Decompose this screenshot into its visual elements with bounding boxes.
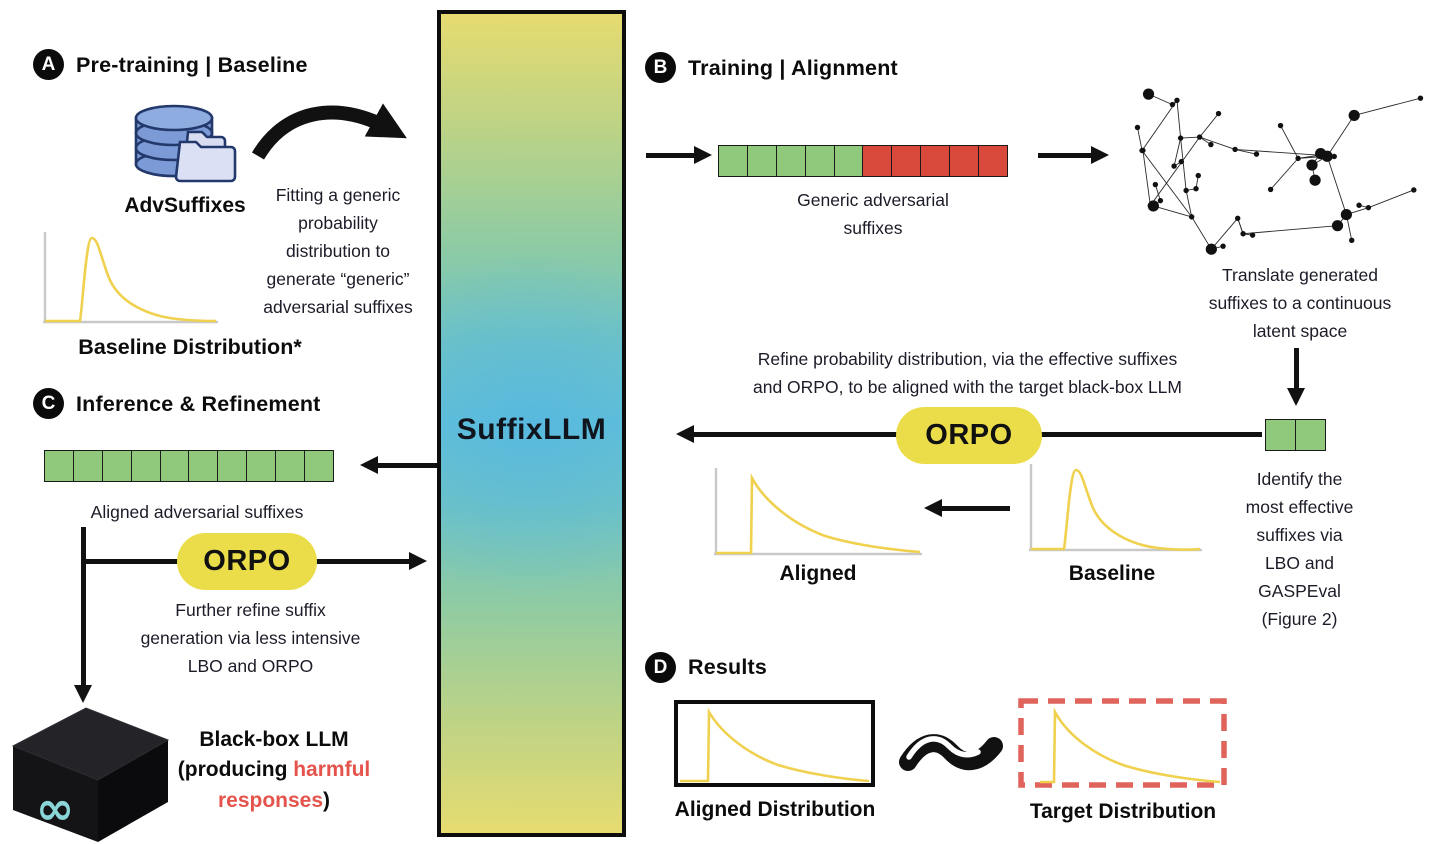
arrow-latent-down [1294,348,1299,390]
suffix-token-red [862,145,893,177]
suffix-token-green [73,450,104,482]
target-distribution-label: Target Distribution [1029,800,1217,823]
baseline-distribution-label: Baseline Distribution* [78,335,302,359]
arrow-column-to-generic [646,153,696,158]
similar-to-squiggle [899,734,1003,771]
further-refine-text: Further refine suffix generation via les… [140,600,361,676]
aligned-chart-label: Aligned [779,562,857,585]
section-d-title: Results [688,655,768,679]
generic-suffix-label: Generic adversarial suffixes [797,190,949,238]
suffix-token-red [948,145,980,177]
arrow-column-to-aligned-row [376,463,437,468]
suffix-token-green [44,450,75,482]
blackbox-line2: (producing harmful [177,758,371,782]
badge-d: D [645,652,676,683]
blackbox-llm-cube: ∞ [11,707,170,842]
c-vertical-head [74,685,92,703]
suffix-token-red [977,145,1009,177]
section-a-title: Pre-training | Baseline [76,53,308,77]
meta-infinity-logo: ∞ [36,781,74,835]
blackbox-line3: responses) [217,788,331,812]
latent-text: Translate generated suffixes to a contin… [1208,265,1392,341]
aligned-small-chart [714,468,922,556]
section-b-title: Training | Alignment [688,56,898,80]
suffix-token-green [130,450,162,482]
target-distribution-box [1018,698,1227,788]
baseline-distribution-chart [43,232,218,324]
suffix-token-green [159,450,191,482]
aligned-suffix-label: Aligned adversarial suffixes [90,502,304,522]
suffix-token-green [775,145,807,177]
suffix-token-green [101,450,133,482]
c-vertical-line [81,527,86,687]
orpo-c-head [409,552,427,570]
suffix-token-green [217,450,248,482]
arrow-column-to-generic-head [694,145,712,164]
orpo-b-head [676,425,694,443]
advsuffixes-database-icon [134,104,237,183]
section-c-title: Inference & Refinement [76,392,321,416]
fit-curved-arrow [251,103,407,160]
generic-suffix-row [718,145,1009,177]
suffix-token-green [274,450,306,482]
aligned-suffix-row [44,450,335,482]
effective-suffix-tokens [1265,419,1326,451]
suffix-token-green [1294,419,1326,451]
baseline-small-chart [1029,464,1202,552]
orpo-c-pill: ORPO [177,533,317,590]
fit-text: Fitting a generic probability distributi… [263,185,413,317]
arrow-latent-down-head [1287,388,1305,406]
suffix-token-red [920,145,951,177]
arrow-generic-to-latent [1038,153,1093,158]
suffix-token-green [188,450,219,482]
responses-text: responses [217,788,324,812]
arrow-baseline-to-aligned [940,506,1010,511]
badge-b: B [645,52,676,83]
suffixllm-label: SuffixLLM [456,413,607,446]
suffix-token-green [833,145,865,177]
advsuffixes-label: AdvSuffixes [124,194,246,217]
refine-text: Refine probability distribution, via the… [753,349,1182,397]
aligned-distribution-label: Aligned Distribution [674,798,876,821]
suffixllm-column: SuffixLLM [437,10,626,837]
suffix-token-green [804,145,836,177]
suffix-token-green [747,145,778,177]
blackbox-label: Black-box LLM (producing harmful respons… [160,725,388,816]
suffix-token-green [1265,419,1297,451]
badge-a: A [33,49,64,80]
orpo-b-pill: ORPO [896,407,1042,464]
arrow-baseline-to-aligned-head [924,499,942,517]
harmful-text: harmful [293,758,371,782]
badge-c: C [33,388,64,419]
aligned-distribution-curve [680,707,870,783]
suffix-token-green [246,450,277,482]
identify-text: Identify the most effective suffixes via… [1245,469,1354,629]
arrow-generic-to-latent-head [1091,145,1109,164]
aligned-distribution-box [674,700,875,787]
baseline-chart-label: Baseline [1068,562,1156,585]
latent-space-graph [1134,88,1424,255]
blackbox-line1: Black-box LLM [199,728,349,751]
suffix-token-red [891,145,922,177]
suffix-token-green [303,450,335,482]
suffix-token-green [718,145,749,177]
arrow-column-to-aligned-row-head [360,456,378,474]
